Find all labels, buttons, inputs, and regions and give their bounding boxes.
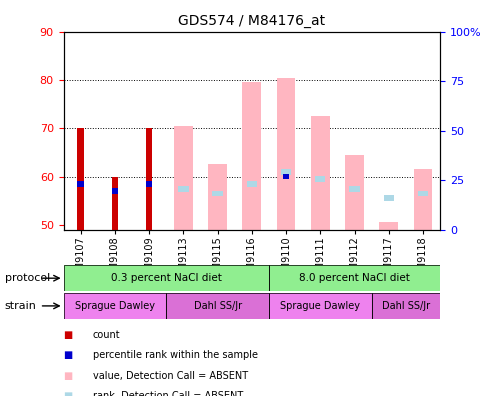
Text: Dahl SS/Jr: Dahl SS/Jr [381, 301, 429, 311]
Bar [166, 293, 268, 319]
Bar [314, 176, 325, 182]
Text: Sprague Dawley: Sprague Dawley [280, 301, 360, 311]
Text: count: count [93, 329, 120, 340]
Bar [63, 265, 268, 291]
Bar [145, 128, 152, 230]
Bar [174, 126, 192, 230]
Bar [246, 181, 257, 187]
Bar [63, 293, 166, 319]
Bar [345, 155, 363, 230]
Bar [63, 265, 268, 291]
Bar [268, 265, 439, 291]
Bar [208, 164, 226, 230]
Bar [276, 78, 295, 230]
Text: ■: ■ [63, 391, 73, 396]
Bar [166, 293, 268, 319]
Bar [212, 190, 223, 196]
Bar [145, 181, 152, 187]
Bar [371, 293, 439, 319]
Bar [242, 82, 261, 230]
Title: GDS574 / M84176_at: GDS574 / M84176_at [178, 14, 325, 28]
Bar [111, 188, 118, 194]
Text: percentile rank within the sample: percentile rank within the sample [93, 350, 257, 360]
Text: strain: strain [5, 301, 37, 311]
Bar [77, 181, 84, 187]
Bar [268, 293, 371, 319]
Text: ■: ■ [63, 371, 73, 381]
Bar [413, 169, 431, 230]
Bar [282, 174, 289, 179]
Bar [77, 128, 84, 230]
Text: Sprague Dawley: Sprague Dawley [75, 301, 155, 311]
Bar [268, 265, 439, 291]
Bar [371, 293, 439, 319]
Bar [268, 293, 371, 319]
Bar [310, 116, 329, 230]
Bar [383, 195, 393, 201]
Text: rank, Detection Call = ABSENT: rank, Detection Call = ABSENT [93, 391, 243, 396]
Bar [417, 190, 427, 196]
Text: protocol: protocol [5, 273, 50, 283]
Bar [111, 177, 118, 230]
Bar [280, 169, 291, 175]
Text: ■: ■ [63, 329, 73, 340]
Bar [178, 186, 188, 192]
Text: 0.3 percent NaCl diet: 0.3 percent NaCl diet [111, 273, 221, 283]
Bar [63, 293, 166, 319]
Text: value, Detection Call = ABSENT: value, Detection Call = ABSENT [93, 371, 247, 381]
Bar [379, 223, 397, 230]
Text: 8.0 percent NaCl diet: 8.0 percent NaCl diet [299, 273, 409, 283]
Bar [348, 186, 359, 192]
Text: Dahl SS/Jr: Dahl SS/Jr [193, 301, 241, 311]
Text: ■: ■ [63, 350, 73, 360]
